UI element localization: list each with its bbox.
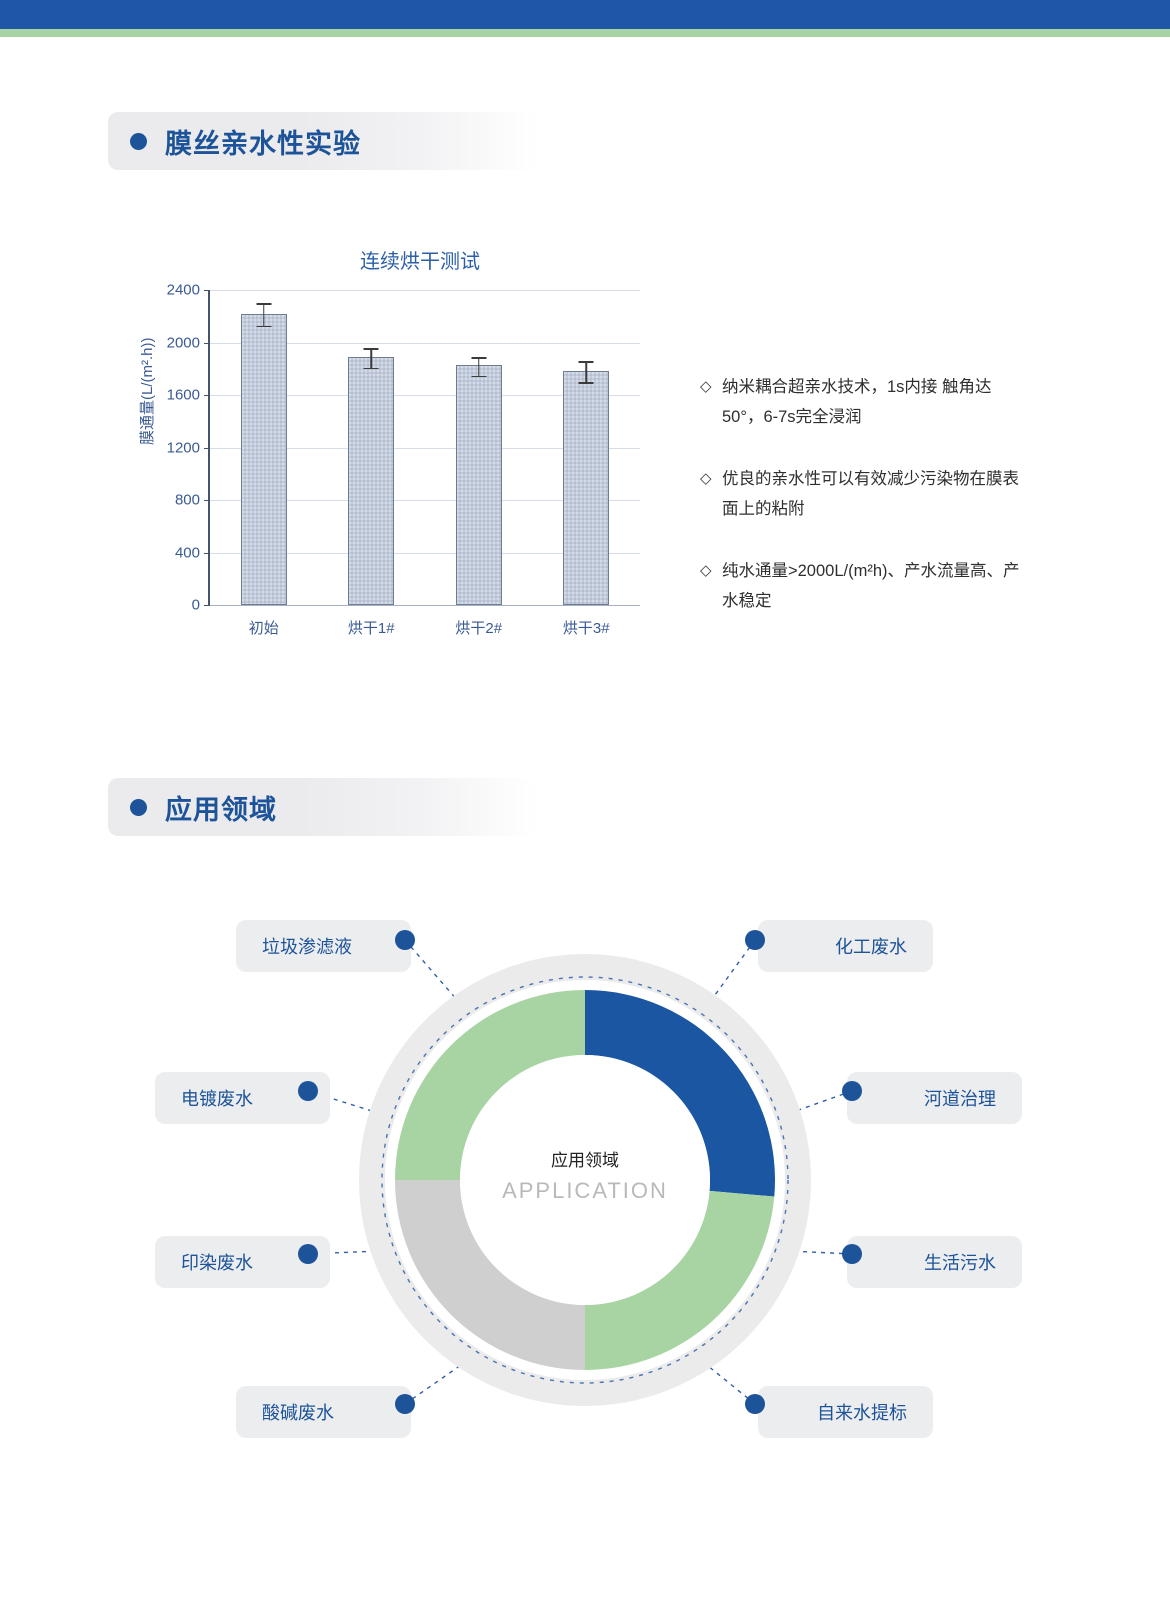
chart-error-cap-top <box>363 348 379 350</box>
chart-y-tick-label: 0 <box>191 596 200 614</box>
application-chip-1[interactable]: 垃圾渗滤液 <box>236 920 411 972</box>
chart-x-tick-label: 烘干3# <box>562 620 610 637</box>
bullet-text: 优良的亲水性可以有效减少污染物在膜表面上的粘附 <box>722 470 1019 518</box>
chart-bar-group: 烘干2# <box>425 290 533 637</box>
chart-error-cap-bottom <box>578 382 594 384</box>
drying-test-chart: 连续烘干测试 膜通量(L/(m².h)) 0 400 800 1200 1600 2000… <box>130 245 670 645</box>
chart-title: 连续烘干测试 <box>360 251 480 273</box>
chart-gridline <box>210 447 640 449</box>
chart-y-tick-mark <box>204 395 210 396</box>
chart-y-tick-label: 2000 <box>166 334 200 351</box>
connector-line-1 <box>404 939 468 1012</box>
donut-center-title: 应用领域 <box>551 1151 619 1170</box>
chart-y-tick-label: 2400 <box>166 281 200 299</box>
chart-bar <box>240 303 287 605</box>
chart-y-tick-label: 1600 <box>166 386 200 404</box>
top-accent-bar-green <box>0 29 1170 37</box>
diamond-icon: ◇ <box>700 470 712 487</box>
chart-y-tick-mark <box>204 552 210 554</box>
chart-y-tick-mark <box>204 605 210 606</box>
chart-gridline <box>210 290 640 291</box>
section-heading-application: 应用领域 <box>108 778 538 836</box>
donut-center-subtitle: APPLICATION <box>502 1178 668 1203</box>
chart-error-bar <box>478 357 480 376</box>
chart-error-cap-bottom <box>256 325 272 328</box>
chart-error-cap-top <box>578 361 594 363</box>
bullet-text: 纯水通量>2000L/(m²h)、产水流量高、产水稳定 <box>722 562 1020 610</box>
chart-error-cap-top <box>256 303 272 305</box>
section-title: 应用领域 <box>165 794 277 825</box>
chart-y-tick-label: 400 <box>174 544 200 561</box>
diamond-icon: ◇ <box>700 562 712 579</box>
top-accent-bar-blue <box>0 0 1170 29</box>
chart-error-cap-bottom <box>471 375 487 378</box>
list-item: ◇ 优良的亲水性可以有效减少污染物在膜表面上的粘附 <box>700 464 1030 524</box>
connector-line-7 <box>778 1249 853 1255</box>
application-chip-8[interactable]: 自来水提标 <box>758 1386 933 1438</box>
chart-gridline <box>210 552 640 554</box>
chart-y-tick-label: 800 <box>174 491 200 509</box>
application-node-dot-3[interactable] <box>298 1244 318 1264</box>
application-node-dot-5[interactable] <box>745 930 765 950</box>
dashed-guide-circle <box>381 976 789 1384</box>
application-diagram: 应用领域 APPLICATION 垃圾渗滤液 电镀废水 印染废水 酸碱废水 化工废水 河道… <box>0 880 1170 1480</box>
application-donut-svg <box>307 939 853 1406</box>
chart-y-tick-label: 1200 <box>166 439 200 456</box>
application-node-dot-7[interactable] <box>842 1244 862 1264</box>
chart-bars: 初始 烘干1# 烘干2# 烘干3# <box>210 290 641 637</box>
connector-line-6 <box>780 1090 853 1118</box>
application-chip-5[interactable]: 化工废水 <box>758 920 933 972</box>
chart-bar-group: 烘干3# <box>533 290 641 637</box>
list-item: ◇ 纳米耦合超亲水技术，1s内接 触角达50°，6-7s完全浸润 <box>700 372 1030 432</box>
donut-segments <box>395 990 775 1370</box>
section-heading-hydrophilicity: 膜丝亲水性实验 <box>108 112 538 170</box>
chart-y-tick-mark <box>204 447 210 449</box>
list-item: ◇ 纯水通量>2000L/(m²h)、产水流量高、产水稳定 <box>700 556 1030 616</box>
chart-x-tick-label: 初始 <box>248 620 279 637</box>
chart-plot-area: 0 400 800 1200 1600 2000 2400 初始 烘干1# 烘干2# 烘干3# <box>167 282 641 637</box>
chart-y-tick-mark <box>204 290 210 291</box>
application-node-dot-6[interactable] <box>842 1081 862 1101</box>
chart-bar-group: 烘干1# <box>318 290 426 637</box>
chart-y-tick-mark <box>204 500 210 501</box>
chart-error-bar <box>263 303 265 326</box>
chart-gridline <box>210 500 640 501</box>
chart-x-tick-label: 烘干2# <box>455 620 503 637</box>
chart-bar <box>455 357 502 605</box>
chart-gridline <box>210 342 640 344</box>
outer-ring <box>359 954 811 1406</box>
chart-bar <box>348 348 395 605</box>
chart-y-axis-label: 膜通量(L/(m².h)) <box>139 337 156 446</box>
donut-segment-green-left <box>395 990 585 1180</box>
feature-bullet-list: ◇ 纳米耦合超亲水技术，1s内接 触角达50°，6-7s完全浸润 ◇ 优良的亲水… <box>700 372 1030 648</box>
application-node-dot-2[interactable] <box>298 1081 318 1101</box>
chart-error-bar <box>585 361 587 383</box>
application-chip-4[interactable]: 酸碱废水 <box>236 1386 411 1438</box>
donut-hole <box>460 1055 710 1305</box>
donut-segment-blue <box>585 990 775 1197</box>
page-title: 膜丝亲水性实验 <box>165 128 361 159</box>
chart-y-tick-mark <box>204 342 210 344</box>
chart-x-tick-label: 烘干1# <box>347 620 395 637</box>
donut-segment-gray <box>395 1180 585 1370</box>
application-chip-6[interactable]: 河道治理 <box>847 1072 1022 1124</box>
application-chip-7[interactable]: 生活污水 <box>847 1236 1022 1288</box>
chart-error-bar <box>370 348 372 368</box>
application-node-dot-8[interactable] <box>745 1394 765 1414</box>
donut-segment-green-right <box>585 1190 775 1370</box>
chart-gridline <box>210 395 640 396</box>
diamond-icon: ◇ <box>700 378 712 395</box>
chart-error-cap-bottom <box>363 367 379 370</box>
chart-bar-group: 初始 <box>210 290 318 637</box>
bullet-dot-icon <box>130 798 147 816</box>
application-node-dot-1[interactable] <box>395 930 415 950</box>
chart-error-cap-top <box>471 357 487 359</box>
application-chip-3[interactable]: 印染废水 <box>155 1236 330 1288</box>
application-node-dot-4[interactable] <box>395 1394 415 1414</box>
chart-gridline <box>210 605 640 606</box>
bullet-text: 纳米耦合超亲水技术，1s内接 触角达50°，6-7s完全浸润 <box>722 378 992 426</box>
chart-bar <box>563 361 610 605</box>
bullet-dot-icon <box>130 132 147 150</box>
